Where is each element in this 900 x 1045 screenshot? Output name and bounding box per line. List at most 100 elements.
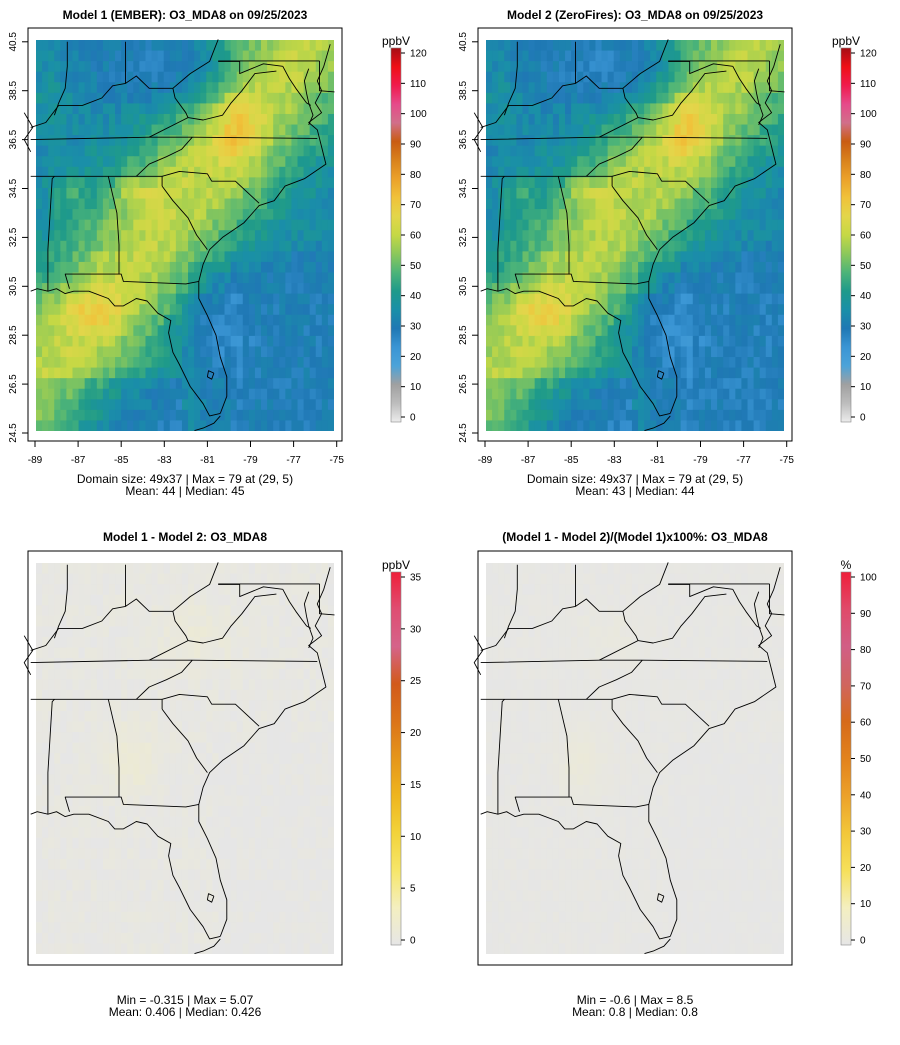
x-tick-label: -75	[329, 455, 344, 466]
heatmap-cell	[644, 103, 651, 115]
heatmap-cell	[212, 388, 220, 400]
heatmap-cell	[181, 573, 189, 585]
heatmap-cell	[297, 679, 305, 691]
heatmap-cell	[230, 774, 238, 786]
heatmap-cell	[66, 272, 74, 284]
heatmap-cell	[747, 103, 755, 115]
heatmap-cell	[121, 357, 128, 369]
heatmap-cell	[607, 135, 615, 147]
heatmap-cell	[279, 156, 286, 168]
heatmap-cell	[133, 594, 140, 606]
heatmap-cell	[48, 409, 55, 422]
heatmap-cell	[565, 219, 572, 231]
heatmap-cell	[212, 82, 220, 94]
heatmap-cell	[668, 177, 676, 189]
heatmap-cell	[619, 304, 627, 316]
heatmap-cell	[127, 658, 134, 670]
heatmap-cell	[163, 240, 171, 252]
heatmap-cell	[613, 177, 621, 189]
heatmap-cell	[230, 304, 238, 316]
heatmap-cell	[151, 240, 159, 252]
heatmap-cell	[510, 103, 518, 115]
heatmap-cell	[248, 647, 256, 659]
heatmap-cell	[315, 314, 323, 326]
y-tick-label: 24.5	[8, 423, 19, 443]
heatmap-cell	[735, 420, 743, 431]
heatmap-cell	[121, 689, 128, 701]
heatmap-cell	[607, 145, 615, 157]
heatmap-cell	[717, 335, 724, 348]
heatmap-cell	[54, 732, 61, 744]
heatmap-cell	[321, 272, 329, 284]
heatmap-cell	[704, 335, 712, 348]
heatmap-cell	[327, 283, 334, 295]
heatmap-cell	[248, 636, 256, 649]
heatmap-cell	[510, 177, 518, 189]
heatmap-cell	[303, 240, 311, 252]
heatmap-cell	[42, 40, 49, 52]
heatmap-cell	[224, 647, 232, 659]
heatmap-cell	[194, 92, 201, 105]
heatmap-cell	[248, 742, 256, 754]
heatmap-cell	[72, 378, 80, 390]
heatmap-cell	[175, 61, 183, 73]
heatmap-cell	[218, 198, 226, 210]
heatmap-cell	[522, 335, 530, 348]
heatmap-cell	[90, 763, 98, 775]
heatmap-cell	[589, 61, 597, 73]
heatmap-cell	[151, 647, 159, 659]
heatmap-cell	[248, 219, 256, 231]
heatmap-cell	[498, 113, 505, 126]
heatmap-cell	[327, 177, 334, 189]
heatmap-cell	[90, 209, 98, 221]
heatmap-cell	[492, 272, 499, 284]
heatmap-cell	[206, 135, 213, 147]
heatmap-cell	[90, 325, 98, 337]
heatmap-cell	[492, 103, 499, 115]
heatmap-cell	[613, 251, 621, 263]
heatmap-cell	[595, 135, 603, 147]
heatmap-cell	[242, 71, 250, 83]
heatmap-cell	[54, 367, 61, 379]
heatmap-cell	[279, 784, 286, 797]
heatmap-cell	[315, 378, 323, 390]
heatmap-cell	[510, 135, 518, 147]
heatmap-cell	[181, 219, 189, 231]
heatmap-cell	[36, 679, 43, 691]
heatmap-cell	[96, 103, 104, 115]
heatmap-cell	[668, 325, 676, 337]
heatmap-cell	[321, 573, 329, 585]
heatmap-cell	[540, 304, 548, 316]
colorbar-tick-label: 40	[860, 291, 872, 302]
heatmap-cell	[589, 399, 597, 411]
heatmap-cell	[36, 700, 43, 712]
heatmap-cell	[54, 689, 61, 701]
heatmap-cell	[163, 636, 171, 649]
heatmap-cell	[242, 605, 250, 617]
heatmap-cell	[571, 409, 578, 422]
heatmap-cell	[133, 304, 140, 316]
heatmap-cell	[133, 742, 140, 754]
heatmap-cell	[558, 314, 566, 326]
heatmap-cell	[534, 124, 542, 136]
heatmap-cell	[157, 388, 165, 400]
heatmap-cell	[595, 92, 603, 105]
heatmap-cell	[729, 346, 736, 358]
heatmap-cell	[242, 409, 250, 422]
heatmap-cell	[668, 145, 676, 157]
heatmap-cell	[267, 584, 274, 596]
heatmap-cell	[516, 209, 524, 221]
heatmap-cell	[218, 240, 226, 252]
heatmap-cell	[631, 325, 639, 337]
heatmap-cell	[546, 283, 554, 295]
heatmap-cell	[78, 420, 86, 431]
heatmap-cell	[133, 378, 140, 390]
heatmap-cell	[680, 124, 688, 136]
heatmap-cell	[704, 272, 712, 284]
heatmap-cell	[163, 283, 171, 295]
heatmap-cell	[315, 124, 323, 136]
heatmap-cell	[218, 721, 226, 733]
heatmap-cell	[133, 774, 140, 786]
colorbar-tick-label: 10	[860, 382, 872, 393]
heatmap-cell	[212, 420, 220, 431]
